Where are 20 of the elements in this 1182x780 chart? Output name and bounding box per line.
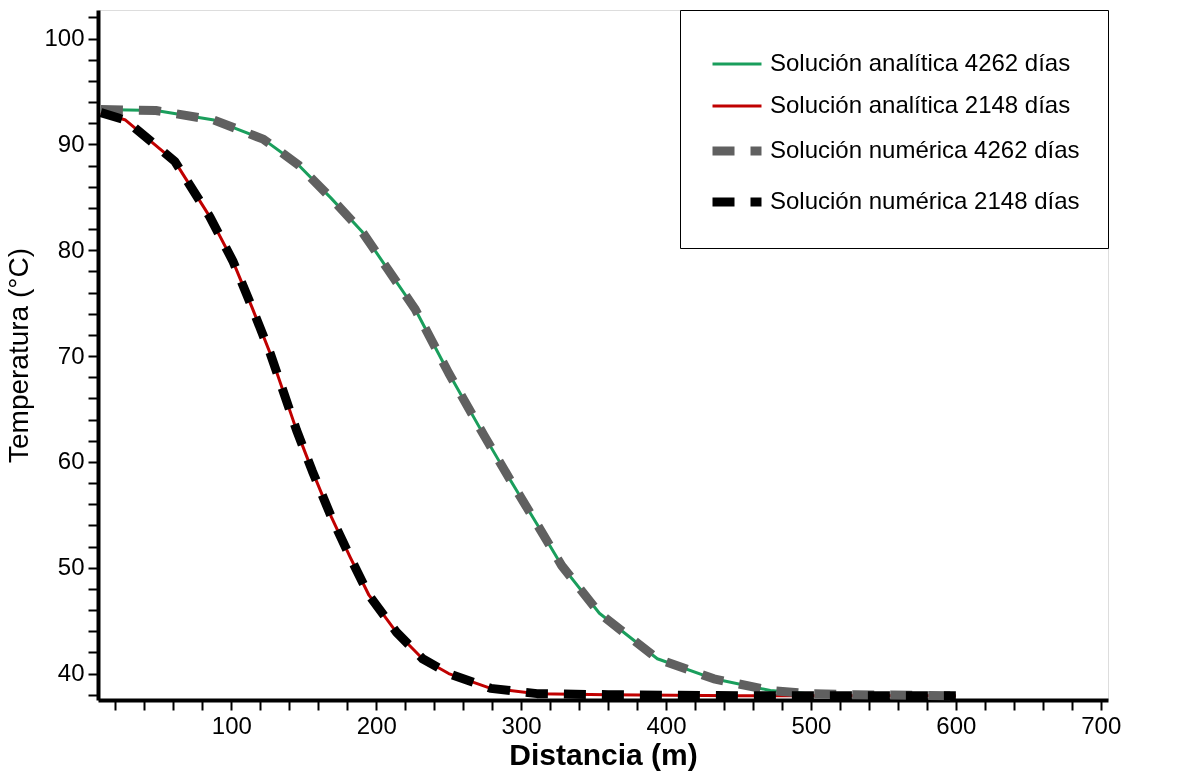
x-tick-label: 400 <box>646 711 687 739</box>
y-axis-title: Temperatura (°C) <box>3 247 35 464</box>
x-tick-label: 600 <box>936 711 977 739</box>
x-tick-label: 700 <box>1081 711 1122 739</box>
y-tick-label: 60 <box>57 447 85 475</box>
x-tick-label: 500 <box>791 711 832 739</box>
legend-label: Solución analítica 4262 días <box>770 49 1071 76</box>
y-tick-label: 90 <box>57 129 85 157</box>
legend-label: Solución numérica 2148 días <box>770 187 1080 214</box>
y-tick-label: 80 <box>57 235 85 263</box>
x-tick-label: 100 <box>211 711 252 739</box>
legend-label: Solución analítica 2148 días <box>770 91 1071 118</box>
x-tick-label: 200 <box>356 711 397 739</box>
y-tick-label: 70 <box>57 341 85 369</box>
x-axis-title: Distancia (m) <box>509 737 698 771</box>
y-tick-label: 50 <box>57 553 85 581</box>
legend-label: Solución numérica 4262 días <box>770 136 1080 163</box>
y-tick-label: 100 <box>44 24 85 52</box>
x-tick-label: 300 <box>501 711 542 739</box>
y-tick-label: 40 <box>57 659 85 687</box>
